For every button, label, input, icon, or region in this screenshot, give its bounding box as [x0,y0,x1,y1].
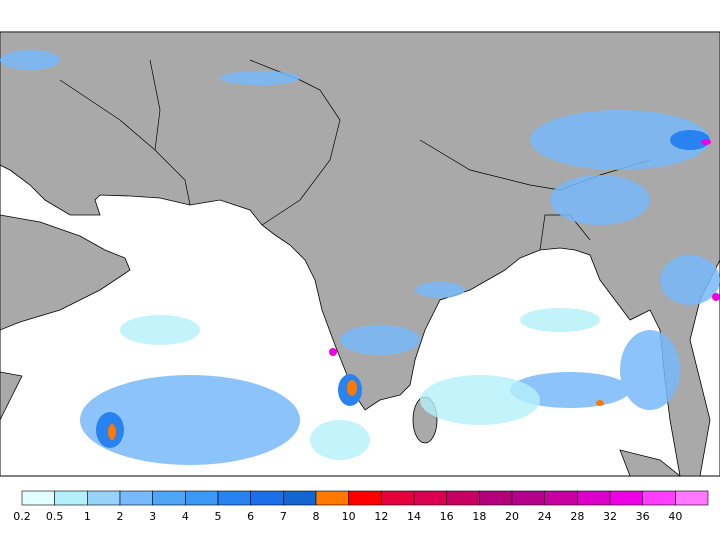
colorbar-swatch [609,490,643,506]
colorbar-label: 28 [570,510,584,523]
colorbar-swatch [348,490,382,506]
colorbar-swatch [381,490,415,506]
colorbar-label: 14 [407,510,421,523]
colorbar-label: 8 [313,510,320,523]
colorbar-swatch [185,490,219,506]
colorbar-swatch [511,490,545,506]
colorbar-swatch [446,490,480,506]
colorbar-label: 4 [182,510,189,523]
colorbar-label: 36 [636,510,650,523]
colorbar-label: 2 [117,510,124,523]
borders [59,59,651,251]
colorbar-swatch [544,490,578,506]
colorbar-label: 12 [374,510,388,523]
colorbar-label: 3 [149,510,156,523]
colorbar-swatch [283,490,317,506]
precipitation [0,50,720,465]
colorbar-label: 5 [215,510,222,523]
colorbar-swatch [315,490,349,506]
colorbar-label: 7 [280,510,287,523]
colorbar-swatch [87,490,121,506]
colorbar-label: 18 [472,510,486,523]
colorbar-swatch [152,490,186,506]
colorbar-label: 1 [84,510,91,523]
colorbar-label: 6 [247,510,254,523]
colorbar-swatch [21,490,55,506]
colorbar-label: 24 [538,510,552,523]
colorbar-swatch [217,490,251,506]
colorbar-label: 10 [342,510,356,523]
colorbar-swatch [54,490,88,506]
colorbar-swatch [642,490,676,506]
colorbar: 0.2 0.5 1 2 3 4 5 6 7 8 10 12 14 16 18 20 24 28 32 36 40 [13,490,709,523]
colorbar-label: 0.2 [13,510,31,523]
colorbar-swatch [479,490,513,506]
colorbar-swatch [413,490,447,506]
colorbar-swatch [675,490,709,506]
colorbar-label: 0.5 [46,510,64,523]
colorbar-label: 32 [603,510,617,523]
colorbar-label: 40 [668,510,682,523]
colorbar-label: 20 [505,510,519,523]
colorbar-swatch [119,490,153,506]
colorbar-label: 16 [440,510,454,523]
colorbar-swatch [577,490,611,506]
colorbar-swatch [250,490,284,506]
